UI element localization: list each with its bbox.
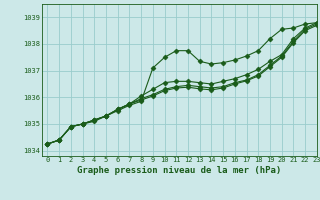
X-axis label: Graphe pression niveau de la mer (hPa): Graphe pression niveau de la mer (hPa) (77, 166, 281, 175)
